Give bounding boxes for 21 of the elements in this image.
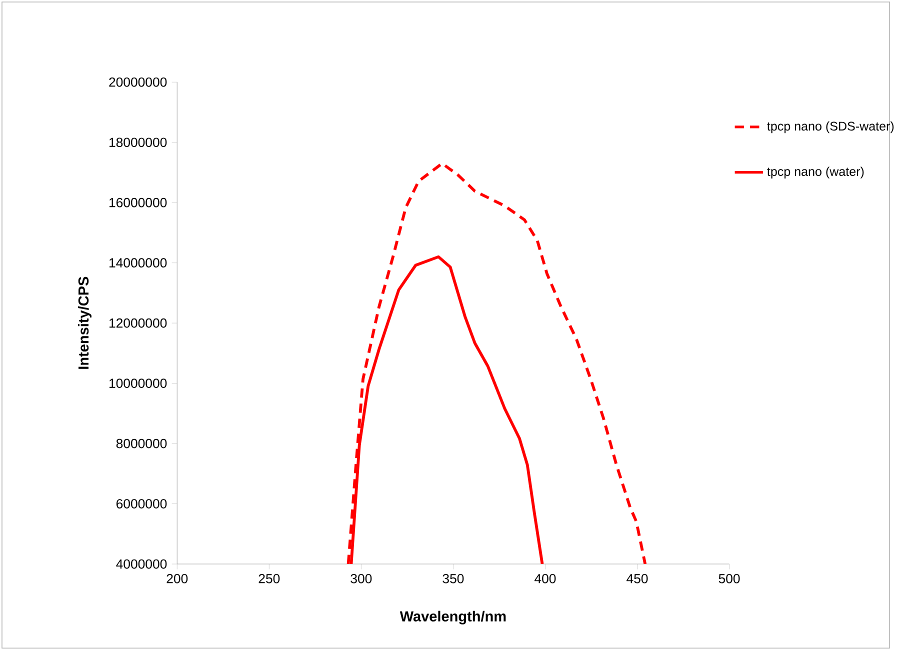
y-tick-label: 8000000 bbox=[116, 438, 167, 448]
x-axis-title: Wavelength/nm bbox=[400, 610, 506, 624]
y-tick-label: 4000000 bbox=[116, 559, 167, 569]
x-tick-label: 400 bbox=[534, 574, 556, 584]
y-tick-label: 20000000 bbox=[109, 77, 167, 87]
legend-label: tpcp nano (water) bbox=[767, 166, 864, 178]
y-axis-title: Intensity/CPS bbox=[78, 276, 92, 369]
y-tick-label: 18000000 bbox=[110, 138, 167, 147]
line-series bbox=[346, 162, 647, 564]
y-tick-label: 14000000 bbox=[110, 258, 167, 268]
x-tick-label: 350 bbox=[442, 574, 464, 584]
x-tick-label: 250 bbox=[258, 574, 280, 584]
y-tick-label: 10000000 bbox=[110, 378, 167, 388]
x-tick-label: 450 bbox=[626, 574, 648, 584]
x-tick-label: 200 bbox=[166, 574, 188, 584]
y-tick-label: 6000000 bbox=[116, 499, 167, 508]
x-tick-label: 300 bbox=[350, 574, 372, 584]
legend-label: tpcp nano (SDS-water) bbox=[767, 121, 894, 134]
y-tick-label: 16000000 bbox=[110, 198, 167, 208]
x-tick-label: 500 bbox=[718, 574, 740, 584]
y-tick-label: 12000000 bbox=[110, 318, 167, 328]
